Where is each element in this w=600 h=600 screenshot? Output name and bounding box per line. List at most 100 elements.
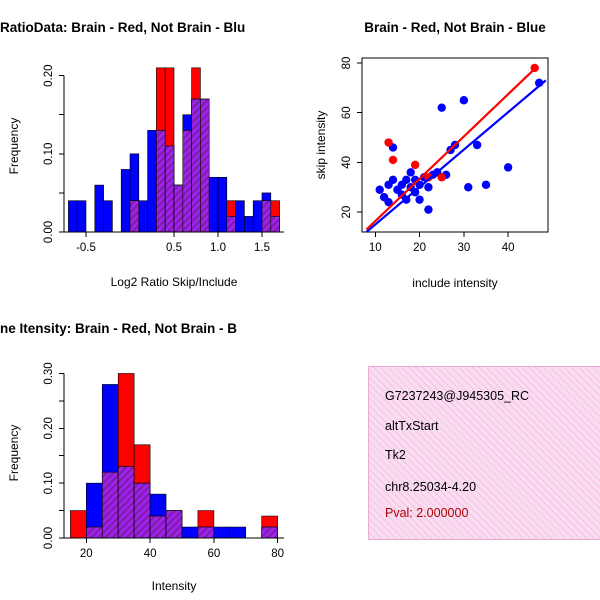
hist-bar-overlap bbox=[226, 216, 236, 233]
gene-info-box: G7237243@J945305_RC altTxStart Tk2 chr8.… bbox=[368, 366, 600, 540]
hist-bar-overlap bbox=[182, 130, 192, 233]
y-axis-label: Frequency bbox=[7, 118, 21, 175]
hist-bar-blue bbox=[244, 216, 254, 233]
scatter-point-brain bbox=[424, 173, 433, 182]
hist-bar-blue bbox=[235, 200, 245, 233]
x-tick-label: 40 bbox=[144, 548, 157, 560]
scatter-point-brain bbox=[410, 160, 420, 170]
scatter-point-not-brain bbox=[437, 103, 446, 112]
hist-bar-overlap bbox=[200, 98, 210, 233]
fit-line-red-fit bbox=[365, 65, 538, 231]
y-tick-label: 0.00 bbox=[43, 527, 55, 549]
hist-bar-red bbox=[70, 510, 87, 539]
panel-scatter: Brain - Red, Not Brain - Blue include int… bbox=[300, 0, 600, 300]
hist-bar-overlap bbox=[261, 200, 272, 233]
x-tick-label: 20 bbox=[80, 548, 93, 560]
hist-bar-blue bbox=[147, 130, 157, 233]
hist-bar-overlap bbox=[86, 526, 103, 539]
ratio-histogram-chart: RatioData: Brain - Red, Not Brain - Blu L… bbox=[0, 20, 284, 289]
scatter-point-not-brain bbox=[384, 197, 393, 207]
hist-bar-overlap bbox=[261, 526, 278, 539]
hist-bar-blue bbox=[181, 526, 199, 539]
y-tick-label: 0.10 bbox=[43, 143, 55, 165]
hist-bar-overlap bbox=[156, 130, 166, 233]
x-axis-label: Log2 Ratio Skip/Include bbox=[111, 275, 238, 289]
panel-intensity-histogram: ne Itensity: Brain - Red, Not Brain - B I… bbox=[0, 300, 300, 600]
y-tick-label: 0.20 bbox=[43, 64, 55, 86]
hist-bar-blue bbox=[94, 184, 104, 233]
scatter-point-brain bbox=[388, 155, 398, 165]
scatter-point-not-brain bbox=[402, 175, 411, 184]
y-tick-label: 60 bbox=[341, 106, 353, 119]
scatter-point-not-brain bbox=[424, 183, 433, 192]
chart-title: ne Itensity: Brain - Red, Not Brain - B bbox=[0, 321, 237, 336]
panel-gene-info: G7237243@J945305_RC altTxStart Tk2 chr8.… bbox=[300, 300, 600, 600]
scatter-point-not-brain bbox=[424, 205, 433, 214]
scatter-point-not-brain bbox=[406, 168, 415, 177]
fit-line-blue-fit bbox=[365, 79, 547, 233]
scatter-point-not-brain bbox=[375, 185, 384, 194]
scatter-point-brain bbox=[437, 173, 446, 182]
hist-bar-blue bbox=[120, 169, 131, 233]
info-locus: chr8.25034-4.20 bbox=[385, 480, 477, 494]
hist-bar-blue bbox=[252, 200, 263, 233]
hist-bar-blue bbox=[68, 200, 78, 233]
x-tick-label: 60 bbox=[207, 548, 220, 560]
y-axis-label: Frequency bbox=[7, 425, 21, 482]
x-tick-label: 0.5 bbox=[166, 242, 182, 254]
intensity-histogram-chart: ne Itensity: Brain - Red, Not Brain - B I… bbox=[0, 321, 284, 593]
x-axis-label: Intensity bbox=[152, 579, 197, 593]
y-tick-label: 40 bbox=[341, 156, 353, 169]
y-tick-label: 0.30 bbox=[43, 362, 55, 384]
scatter-point-not-brain bbox=[415, 180, 424, 189]
hist-bar-blue bbox=[229, 526, 247, 539]
scatter-point-not-brain bbox=[459, 96, 469, 105]
hist-bar-overlap bbox=[164, 145, 175, 233]
chart-title: RatioData: Brain - Red, Not Brain - Blu bbox=[0, 20, 245, 35]
hist-bar-overlap bbox=[173, 184, 184, 233]
x-tick-label: 80 bbox=[271, 548, 284, 560]
y-tick-label: 0.10 bbox=[43, 472, 55, 494]
y-tick-label: 80 bbox=[341, 57, 353, 70]
hist-bar-blue bbox=[213, 526, 231, 539]
scatter-point-not-brain bbox=[464, 183, 473, 192]
hist-bar-overlap bbox=[149, 515, 167, 539]
plot-box bbox=[361, 57, 549, 233]
x-tick-label: 1.5 bbox=[254, 242, 270, 254]
x-tick-label: -0.5 bbox=[76, 242, 96, 254]
x-tick-label: 1.0 bbox=[210, 242, 226, 254]
hist-bar-overlap bbox=[191, 98, 201, 233]
info-gene-name: Tk2 bbox=[385, 448, 406, 462]
x-tick-label: 10 bbox=[369, 242, 382, 254]
hist-bar-blue bbox=[217, 176, 228, 233]
scatter-point-not-brain bbox=[481, 180, 491, 189]
chart-title: Brain - Red, Not Brain - Blue bbox=[364, 20, 546, 35]
hist-bar-overlap bbox=[101, 471, 119, 539]
hist-bar-overlap bbox=[270, 216, 280, 233]
hist-bar-overlap bbox=[117, 466, 135, 539]
hist-bar-blue bbox=[208, 176, 219, 233]
hist-bar-overlap bbox=[165, 510, 183, 539]
info-pval: Pval: 2.000000 bbox=[385, 506, 469, 520]
scatter-point-not-brain bbox=[503, 163, 513, 172]
x-tick-label: 40 bbox=[502, 242, 515, 254]
scatter-point-brain bbox=[384, 138, 393, 147]
x-tick-label: 30 bbox=[457, 242, 470, 254]
scatter-point-not-brain bbox=[472, 140, 482, 150]
info-event-type: altTxStart bbox=[385, 419, 439, 433]
panel-ratio-histogram: RatioData: Brain - Red, Not Brain - Blu L… bbox=[0, 0, 300, 300]
scatter-point-not-brain bbox=[415, 195, 424, 204]
hist-bar-blue bbox=[76, 200, 87, 233]
scatter-point-not-brain bbox=[388, 175, 398, 184]
y-tick-label: 0.20 bbox=[43, 417, 55, 439]
info-probe-id: G7237243@J945305_RC bbox=[385, 389, 530, 403]
hist-bar-overlap bbox=[197, 526, 215, 539]
x-tick-label: 20 bbox=[413, 242, 426, 254]
y-tick-label: 20 bbox=[341, 206, 353, 219]
y-tick-label: 0.00 bbox=[43, 221, 55, 243]
hist-bar-overlap bbox=[129, 200, 140, 233]
hist-bar-overlap bbox=[133, 482, 151, 539]
hist-bar-blue bbox=[103, 200, 113, 233]
y-axis-label: skip intensity bbox=[314, 111, 328, 180]
